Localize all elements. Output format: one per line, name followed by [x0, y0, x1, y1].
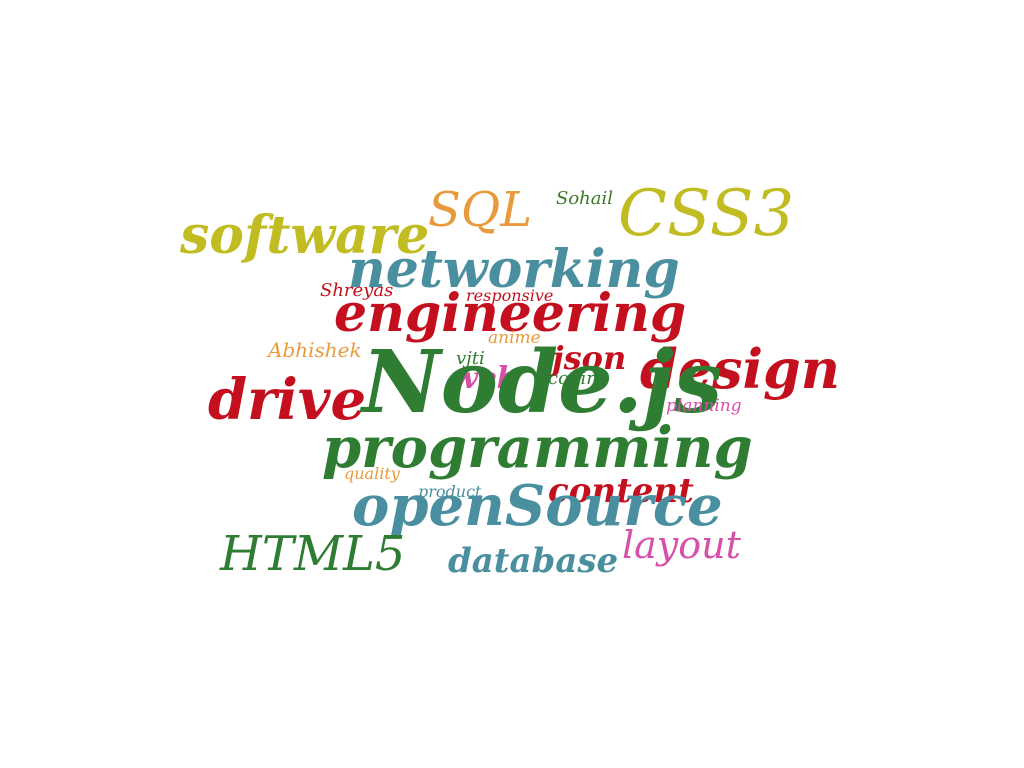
word-vjti: vjti — [456, 348, 485, 369]
word-json: json — [552, 339, 627, 377]
word-web: web — [452, 361, 518, 396]
word-product: product — [418, 482, 482, 501]
word-anime: anime — [488, 328, 541, 348]
word-html5: HTML5 — [220, 526, 406, 582]
word-sql: SQL — [428, 182, 533, 238]
word-shreyas: Shreyas — [320, 280, 394, 301]
word-opensource: openSource — [352, 473, 723, 539]
word-software: software — [180, 205, 430, 266]
word-sohail: Sohail — [556, 188, 614, 209]
word-nodejs: Node.js — [362, 332, 723, 433]
word-drive: drive — [208, 367, 367, 433]
word-quality: quality — [344, 464, 400, 483]
word-abhishek: Abhishek — [268, 338, 362, 362]
word-networking: networking — [348, 239, 680, 300]
word-programming: programming — [322, 415, 753, 481]
word-responsive: responsive — [466, 286, 554, 305]
word-planning: planning — [666, 396, 742, 416]
word-database: database — [448, 541, 619, 581]
word-engineering: engineering — [334, 283, 687, 344]
word-coding: coding — [548, 368, 610, 389]
word-layout: layout — [622, 523, 741, 567]
word-content: content — [548, 471, 694, 511]
word-css3: CSS3 — [618, 177, 795, 251]
word-design: design — [640, 337, 841, 401]
